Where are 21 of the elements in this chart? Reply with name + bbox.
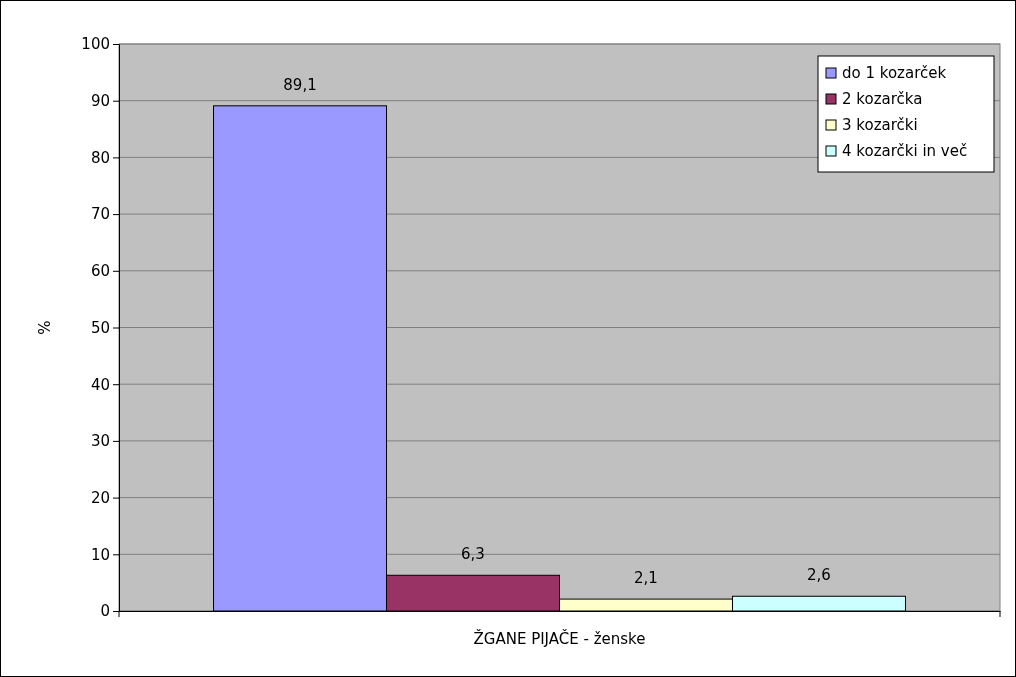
x-tick-label: ŽGANE PIJAČE - ženske [473, 628, 646, 648]
y-tick-label: 0 [100, 602, 110, 621]
data-label: 89,1 [283, 75, 317, 94]
y-tick-label: 80 [90, 148, 110, 167]
y-tick-label: 100 [81, 35, 110, 54]
y-tick-label: 50 [90, 318, 110, 337]
y-axis-title: % [36, 320, 54, 335]
y-tick-label: 60 [90, 262, 110, 281]
y-tick-label: 20 [90, 488, 110, 507]
y-tick-label: 90 [90, 92, 110, 110]
data-label: 6,3 [461, 545, 485, 564]
legend-label: 2 kozarčka [842, 90, 923, 108]
legend-label: 4 kozarčki in več [842, 142, 968, 160]
y-tick-label: 10 [90, 545, 110, 564]
legend-label: 3 kozarčki [842, 116, 918, 134]
data-label: 2,1 [634, 569, 658, 588]
y-tick-label: 40 [90, 375, 110, 394]
legend-label: do 1 kozarček [842, 64, 947, 82]
y-tick-label: 30 [90, 432, 110, 451]
data-label: 2,6 [807, 566, 831, 585]
y-tick-label: 70 [90, 205, 110, 224]
